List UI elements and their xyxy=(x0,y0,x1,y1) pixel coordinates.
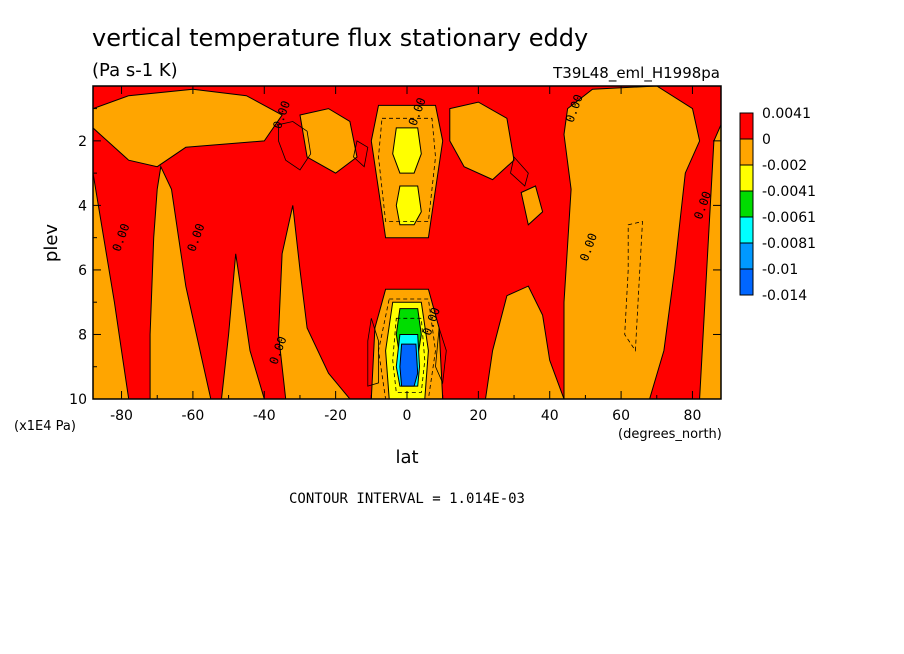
orange-region-8 xyxy=(449,101,515,181)
y-tick-label-2: 6 xyxy=(78,263,87,279)
legend-label-0: 0.0041 xyxy=(762,106,811,122)
y-tick-label-1: 4 xyxy=(78,198,87,214)
x-axis: -80 -60 -40 -20 0 20 40 60 80 xyxy=(110,86,701,424)
y-axis-units: (x1E4 Pa) xyxy=(14,419,76,434)
legend: 0.0041 0 -0.002 -0.0041 -0.0061 -0.0081 -0.01 -… xyxy=(739,106,816,304)
yellow-region-1 xyxy=(395,185,422,226)
x-axis-units: (degrees_north) xyxy=(618,427,722,442)
legend-label-5: -0.0081 xyxy=(762,236,816,252)
orange-region-3 xyxy=(220,253,265,399)
legend-label-2: -0.002 xyxy=(762,158,807,174)
x-tick-label-5: 20 xyxy=(469,408,487,424)
dashed-contour-3 xyxy=(624,220,643,352)
x-tick-label-3: -20 xyxy=(324,408,347,424)
orange-region-11 xyxy=(563,86,701,399)
x-tick-label-7: 60 xyxy=(612,408,630,424)
y-tick-label-0: 2 xyxy=(78,134,87,150)
legend-swatch-3 xyxy=(739,190,754,218)
orange-region-12 xyxy=(699,124,721,399)
x-tick-label-4: 0 xyxy=(403,408,412,424)
y-axis: 2 4 6 8 10 xyxy=(69,108,721,408)
y-tick-label-3: 8 xyxy=(78,327,87,343)
orange-region-2 xyxy=(149,165,212,399)
legend-label-7: -0.014 xyxy=(762,288,807,304)
legend-swatch-0 xyxy=(739,112,754,140)
legend-swatch-6 xyxy=(739,268,754,296)
dashed-contour-1 xyxy=(378,298,436,399)
legend-label-4: -0.0061 xyxy=(762,210,816,226)
dashed-contour-0 xyxy=(378,117,436,222)
orange-region-4 xyxy=(277,205,351,399)
orange-region-9 xyxy=(520,185,544,226)
y-axis-label: plev xyxy=(41,224,62,263)
legend-label-6: -0.01 xyxy=(762,262,798,278)
x-tick-label-6: 40 xyxy=(541,408,559,424)
orange-region-10 xyxy=(484,285,565,399)
x-tick-label-8: 80 xyxy=(684,408,702,424)
contour-interval-note: CONTOUR INTERVAL = 1.014E-03 xyxy=(289,491,525,507)
solid-contour-2 xyxy=(510,156,529,187)
legend-swatch-4 xyxy=(739,216,754,244)
orange-region-1 xyxy=(93,173,130,399)
solid-contour-3 xyxy=(367,318,379,387)
chart-subtitle: (Pa s-1 K) xyxy=(92,60,178,81)
legend-swatch-2 xyxy=(739,164,754,192)
dashed-contour-2 xyxy=(392,317,426,393)
solid-contour-0 xyxy=(278,121,312,171)
blue-region-0 xyxy=(399,343,419,387)
run-label: T39L48_eml_H1998pa xyxy=(552,64,720,83)
solid-contour-4 xyxy=(435,327,447,385)
orange-region-5 xyxy=(299,108,358,174)
plot-area: 0.00 0.00 0.000.00 0.00 0.000.000.000.00 xyxy=(93,86,721,399)
yellow-region-0 xyxy=(392,127,422,174)
chart-title: vertical temperature flux stationary edd… xyxy=(92,24,588,52)
legend-swatch-1 xyxy=(739,138,754,166)
x-axis-label: lat xyxy=(395,447,418,468)
x-tick-label-0: -80 xyxy=(110,408,133,424)
legend-label-1: 0 xyxy=(762,132,771,148)
legend-swatch-5 xyxy=(739,242,754,270)
y-tick-label-4: 10 xyxy=(69,392,87,408)
solid-contour-1 xyxy=(353,140,369,168)
x-tick-label-1: -60 xyxy=(181,408,204,424)
orange-region-0 xyxy=(93,88,283,168)
x-tick-label-2: -40 xyxy=(253,408,276,424)
legend-label-3: -0.0041 xyxy=(762,184,816,200)
